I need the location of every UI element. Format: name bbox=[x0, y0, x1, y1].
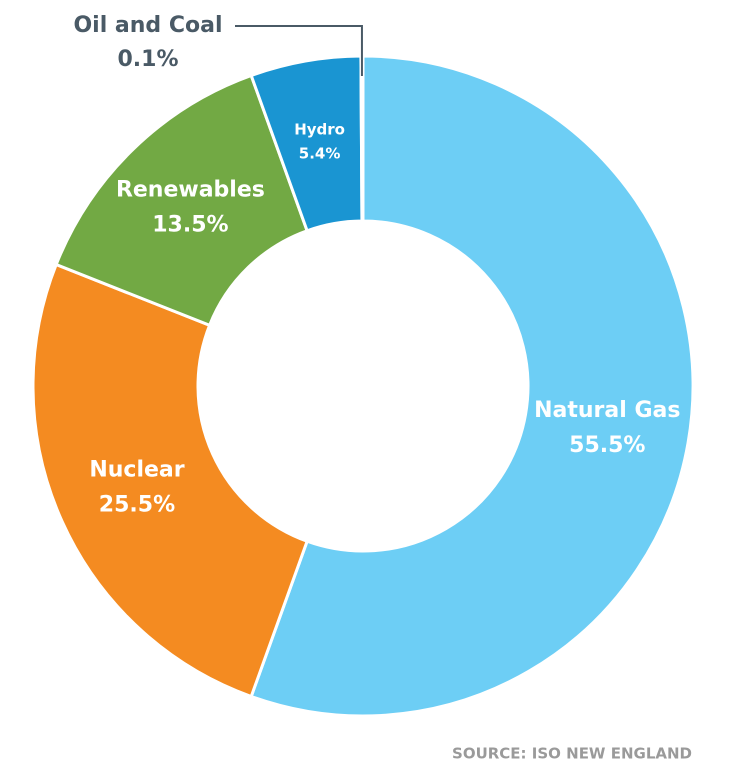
source-note: SOURCE: ISO NEW ENGLAND bbox=[452, 745, 692, 763]
slice-value-label: 5.4% bbox=[299, 144, 341, 162]
donut-slice bbox=[54, 73, 310, 328]
slice-label: Hydro bbox=[294, 120, 345, 138]
slice-label: Oil and Coal bbox=[73, 13, 222, 38]
donut-slice bbox=[31, 262, 310, 699]
slice-value-label: 55.5% bbox=[569, 433, 645, 458]
slice-label: Natural Gas bbox=[534, 398, 680, 423]
slice-value-label: 13.5% bbox=[152, 213, 228, 238]
slice-label: Nuclear bbox=[89, 457, 184, 482]
leader-line bbox=[235, 25, 363, 77]
donut-slice bbox=[249, 54, 695, 718]
donut-slice bbox=[359, 54, 365, 223]
slice-value-label: 25.5% bbox=[99, 493, 175, 518]
slice-value-label: 0.1% bbox=[117, 47, 178, 72]
slice-label: Renewables bbox=[116, 177, 265, 202]
